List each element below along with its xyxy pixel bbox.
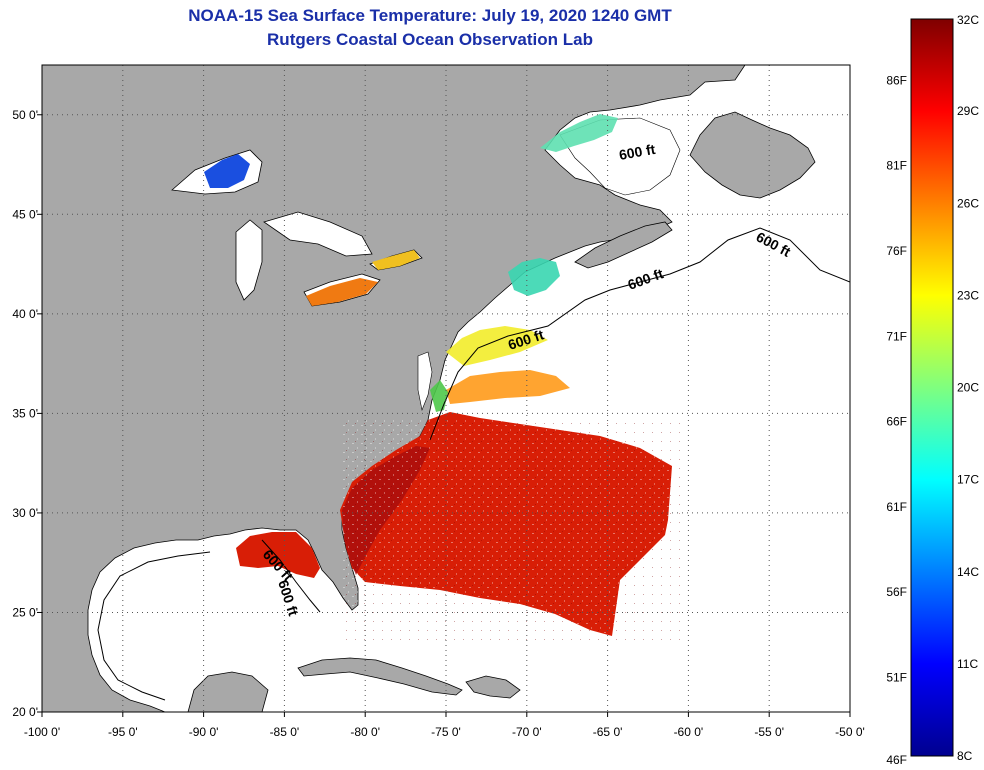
lat-tick-label: 50 0' <box>12 108 38 122</box>
sst-gulf-of-mexico-patch <box>236 532 320 578</box>
lat-tick-label: 40 0' <box>12 307 38 321</box>
colorbar-celsius-label: 17C <box>957 473 979 487</box>
colorbar-celsius-label: 11C <box>957 657 978 671</box>
lon-tick-label: -55 0' <box>754 725 784 739</box>
map-title: NOAA-15 Sea Surface Temperature: July 19… <box>188 6 672 25</box>
colorbar-celsius-label: 8C <box>957 749 973 763</box>
colorbar-fahrenheit-label: 76F <box>886 244 907 258</box>
lat-tick-label: 35 0' <box>12 406 38 420</box>
lon-tick-label: -75 0' <box>431 725 461 739</box>
land-cuba <box>297 657 463 696</box>
colorbar-fahrenheit-label: 81F <box>886 159 907 173</box>
lon-tick-label: -90 0' <box>189 725 219 739</box>
lat-tick-label: 45 0' <box>12 207 38 221</box>
colorbar-fahrenheit-label: 46F <box>886 753 907 767</box>
sst-mid-atlantic-patch <box>446 370 570 404</box>
colorbar-gradient <box>910 18 954 757</box>
chesapeake-bay <box>417 351 433 412</box>
colorbar-fahrenheit-label: 51F <box>886 671 907 685</box>
colorbar-fahrenheit-label: 56F <box>886 585 907 599</box>
lon-tick-label: -65 0' <box>593 725 623 739</box>
lon-tick-label: -50 0' <box>835 725 865 739</box>
colorbar-fahrenheit-label: 86F <box>886 73 907 87</box>
colorbar-fahrenheit-label: 61F <box>886 500 907 514</box>
colorbar: 32C 29C 26C 23C 20C 17C 14C 11C 8C 86F 81F 76F 71F 6… <box>886 13 979 767</box>
sst-st-lawrence <box>540 114 618 152</box>
land-nova-scotia <box>574 221 673 269</box>
land-yucatan <box>187 671 269 712</box>
latitude-axis: 20 0' 25 0' 30 0' 35 0' 40 0' 45 0' 50 0' <box>12 108 42 719</box>
sst-gulf-of-maine <box>508 258 560 296</box>
lon-tick-label: -60 0' <box>674 725 704 739</box>
sst-lake-superior <box>204 154 250 188</box>
isobath-600ft-line <box>429 227 850 441</box>
colorbar-celsius-labels: 32C 29C 26C 23C 20C 17C 14C 11C 8C <box>957 13 979 763</box>
lat-tick-label: 20 0' <box>12 705 38 719</box>
colorbar-celsius-label: 14C <box>957 565 979 579</box>
colorbar-fahrenheit-label: 71F <box>886 329 907 343</box>
colorbar-celsius-label: 23C <box>957 288 979 302</box>
isobath-600ft-gulf <box>97 539 321 701</box>
sst-lake-erie <box>306 278 378 306</box>
colorbar-fahrenheit-label: 66F <box>886 415 907 429</box>
map-subtitle: Rutgers Coastal Ocean Observation Lab <box>267 30 593 49</box>
lon-tick-label: -85 0' <box>270 725 300 739</box>
land-newfoundland <box>689 111 816 199</box>
colorbar-celsius-label: 29C <box>957 104 979 118</box>
lon-tick-label: -70 0' <box>512 725 542 739</box>
lon-tick-label: -95 0' <box>108 725 138 739</box>
colorbar-celsius-label: 26C <box>957 196 979 210</box>
isobath-label: 600 ft <box>618 141 657 163</box>
land-hispaniola <box>465 675 521 699</box>
lon-tick-label: -80 0' <box>350 725 380 739</box>
sst-data-layer <box>204 114 680 640</box>
longitude-axis: -100 0' -95 0' -90 0' -85 0' -80 0' -75 0' -70… <box>24 712 865 739</box>
lat-tick-label: 30 0' <box>12 506 38 520</box>
colorbar-fahrenheit-labels: 86F 81F 76F 71F 66F 61F 56F 51F 46F <box>886 73 907 767</box>
lat-tick-label: 25 0' <box>12 605 38 619</box>
sst-lake-ontario <box>372 250 420 270</box>
lon-tick-label: -100 0' <box>24 725 60 739</box>
colorbar-celsius-label: 20C <box>957 381 979 395</box>
colorbar-celsius-label: 32C <box>957 13 979 27</box>
